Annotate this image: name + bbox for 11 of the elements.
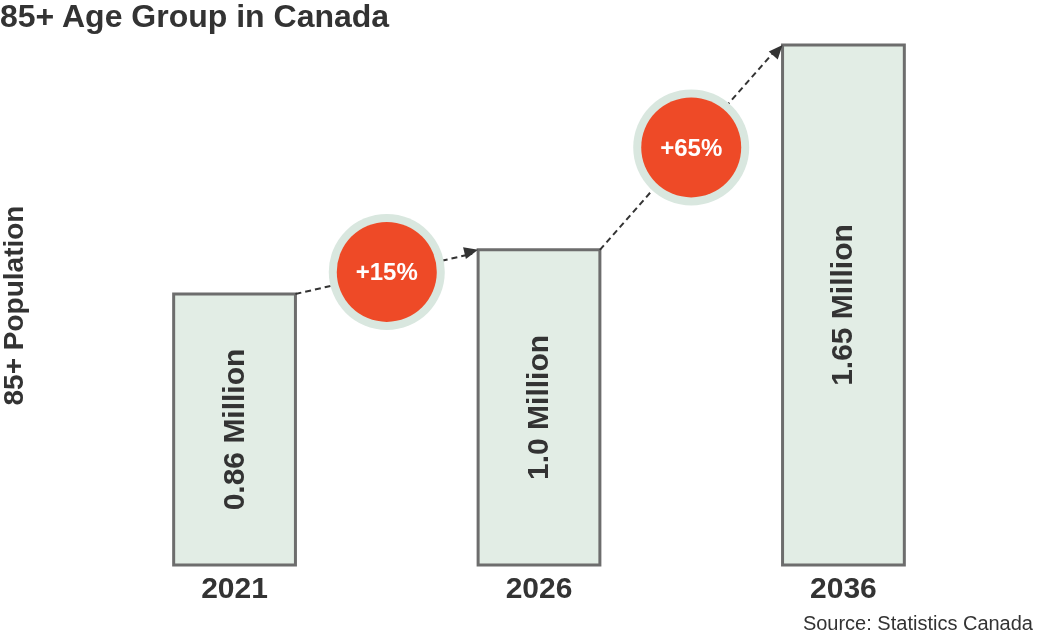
x-tick-label: 2021 [201, 570, 268, 604]
annotation: +65% [660, 133, 723, 161]
data-label: 0.86 Million [216, 348, 250, 511]
x-tick-label: 2026 [505, 570, 573, 604]
annotation: +15% [355, 258, 418, 286]
source-note: Source: Statistics Canada [802, 612, 1033, 635]
x-tick-label: 2036 [810, 570, 877, 604]
y-axis-title: 85+ Population [0, 205, 29, 406]
data-label: 1.65 Million [825, 224, 859, 386]
data-label: 1.0 Million [521, 334, 554, 480]
chart-title: 85+ Age Group in Canada [0, 0, 390, 34]
